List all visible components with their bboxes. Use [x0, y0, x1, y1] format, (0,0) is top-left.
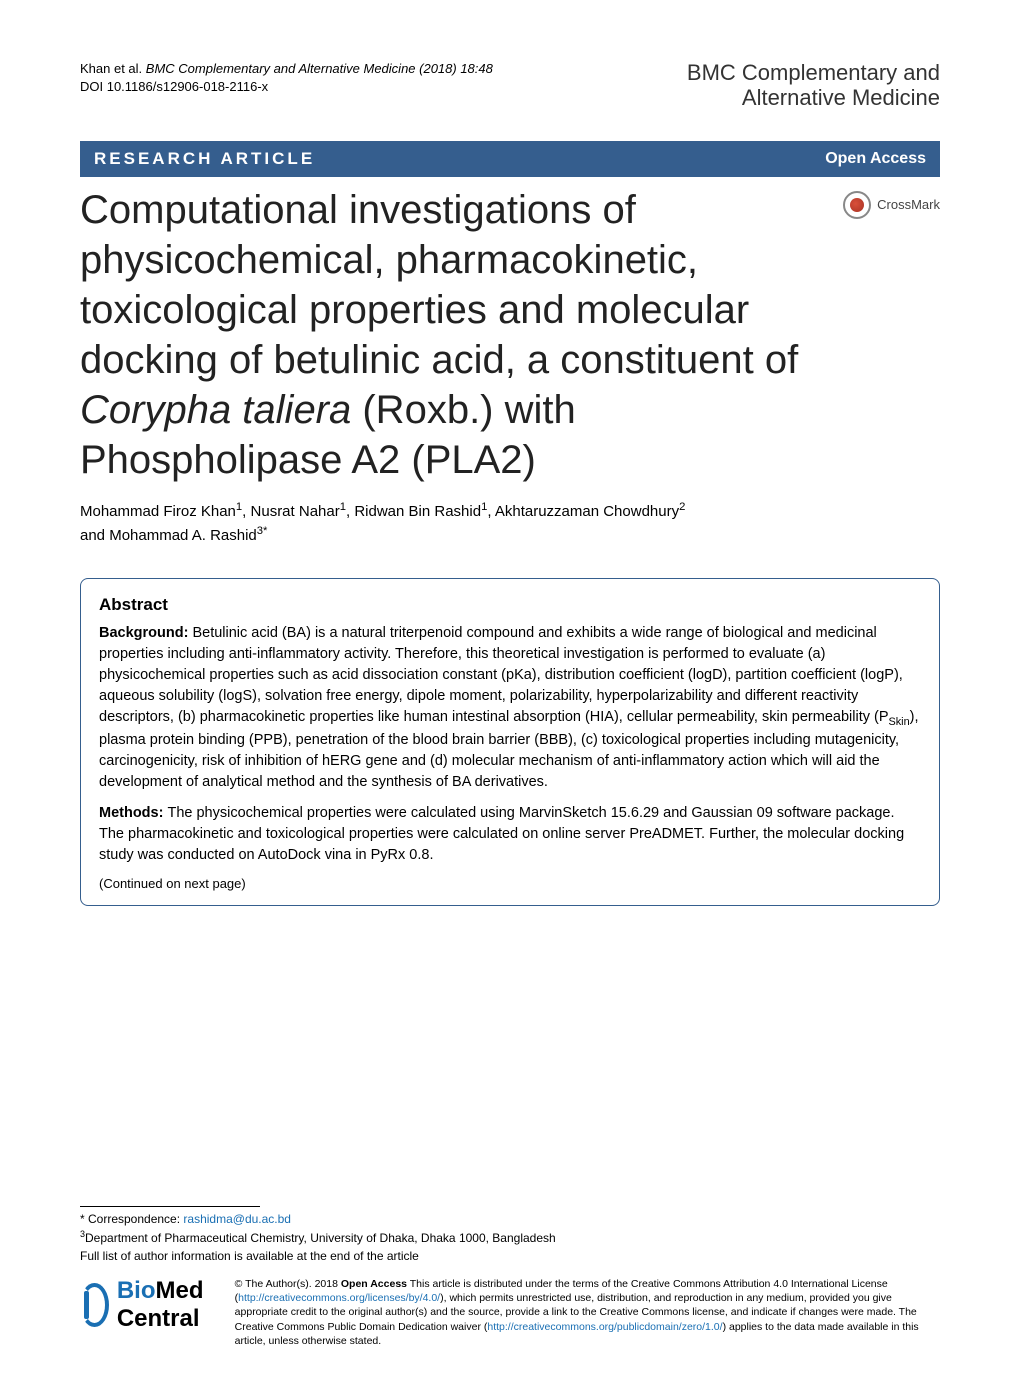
- author-4: Akhtaruzzaman Chowdhury: [495, 503, 679, 520]
- citation-authors: Khan et al.: [80, 61, 146, 76]
- journal-line2: Alternative Medicine: [742, 85, 940, 110]
- title-species: Corypha taliera: [80, 388, 351, 432]
- methods-label: Methods:: [99, 805, 167, 821]
- background-sub: Skin: [889, 716, 910, 728]
- author-2-affil: 1: [340, 501, 346, 513]
- title-pre: Computational investigations of physicoc…: [80, 188, 798, 382]
- citation-line: Khan et al. BMC Complementary and Altern…: [80, 60, 493, 78]
- author-3: Ridwan Bin Rashid: [354, 503, 481, 520]
- license-row: BioMed Central © The Author(s). 2018 Ope…: [80, 1277, 940, 1348]
- license-open-access: Open Access: [341, 1278, 407, 1290]
- page: Khan et al. BMC Complementary and Altern…: [0, 0, 1020, 1388]
- footnote-rule: [80, 1206, 260, 1207]
- crossmark-badge[interactable]: CrossMark: [843, 191, 940, 219]
- article-type-bar: RESEARCH ARTICLE Open Access: [80, 141, 940, 177]
- citation-block: Khan et al. BMC Complementary and Altern…: [80, 60, 493, 96]
- license-text: © The Author(s). 2018 Open Access This a…: [235, 1277, 940, 1348]
- biomed-central-text: BioMed Central: [117, 1277, 219, 1333]
- bmc-central: Central: [117, 1305, 200, 1332]
- author-2: Nusrat Nahar: [251, 503, 340, 520]
- correspondence-label: * Correspondence:: [80, 1212, 183, 1226]
- license-link-cc-by[interactable]: http://creativecommons.org/licenses/by/4…: [238, 1292, 440, 1304]
- full-list-line: Full list of author information is avail…: [80, 1249, 940, 1263]
- author-3-affil: 1: [481, 501, 487, 513]
- correspondence-line: * Correspondence: rashidma@du.ac.bd: [80, 1211, 940, 1228]
- citation-rest: BMC Complementary and Alternative Medici…: [146, 61, 493, 76]
- author-1-affil: 1: [236, 501, 242, 513]
- affil-text: Department of Pharmaceutical Chemistry, …: [85, 1231, 556, 1245]
- license-pre: © The Author(s). 2018: [235, 1278, 341, 1290]
- bmc-bio: Bio: [117, 1277, 156, 1304]
- license-link-cc0[interactable]: http://creativecommons.org/publicdomain/…: [487, 1321, 722, 1333]
- authors-line: Mohammad Firoz Khan1, Nusrat Nahar1, Rid…: [80, 499, 940, 548]
- abstract-heading: Abstract: [99, 595, 921, 615]
- authors-and: and: [80, 527, 109, 544]
- correspondence-email[interactable]: rashidma@du.ac.bd: [183, 1212, 291, 1226]
- author-4-affil: 2: [679, 501, 685, 513]
- abstract-methods: Methods: The physicochemical properties …: [99, 803, 921, 866]
- methods-text: The physicochemical properties were calc…: [99, 805, 904, 863]
- author-5: Mohammad A. Rashid: [109, 527, 257, 544]
- article-title: Computational investigations of physicoc…: [80, 185, 825, 485]
- footer-block: * Correspondence: rashidma@du.ac.bd 3Dep…: [80, 1206, 940, 1347]
- biomed-central-icon: [80, 1283, 109, 1327]
- title-row: Computational investigations of physicoc…: [80, 185, 940, 499]
- affiliation-line: 3Department of Pharmaceutical Chemistry,…: [80, 1228, 940, 1247]
- header-row: Khan et al. BMC Complementary and Altern…: [80, 60, 940, 111]
- abstract-box: Abstract Background: Betulinic acid (BA)…: [80, 578, 940, 907]
- journal-line1: BMC Complementary and: [687, 60, 940, 85]
- crossmark-icon: [843, 191, 871, 219]
- author-5-affil: 3*: [257, 525, 268, 537]
- article-type: RESEARCH ARTICLE: [94, 149, 315, 169]
- background-label: Background:: [99, 625, 192, 641]
- author-1: Mohammad Firoz Khan: [80, 503, 236, 520]
- abstract-background: Background: Betulinic acid (BA) is a nat…: [99, 623, 921, 794]
- continued-label: (Continued on next page): [99, 876, 921, 891]
- open-access-label: Open Access: [825, 150, 926, 168]
- crossmark-label: CrossMark: [877, 197, 940, 212]
- bmc-med: Med: [156, 1277, 204, 1304]
- biomed-central-logo: BioMed Central: [80, 1277, 219, 1333]
- journal-logo: BMC Complementary and Alternative Medici…: [687, 60, 940, 111]
- background-text-1: Betulinic acid (BA) is a natural triterp…: [99, 625, 903, 725]
- doi-line: DOI 10.1186/s12906-018-2116-x: [80, 78, 493, 96]
